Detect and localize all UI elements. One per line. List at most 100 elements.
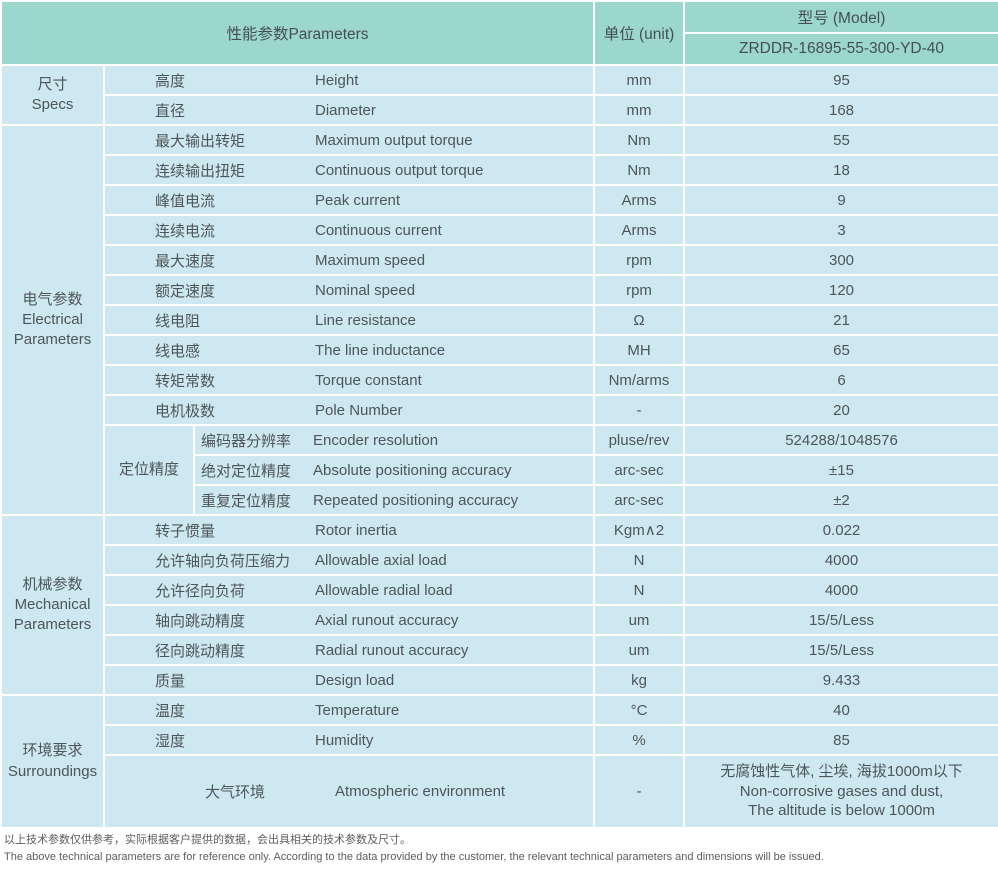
- value-cell: 300: [683, 244, 998, 276]
- group-surroundings-en: Surroundings: [7, 762, 98, 780]
- table-row: 尺寸 Specs 高度 Height mm 95: [0, 64, 998, 126]
- label-zh: 线电阻: [155, 312, 201, 330]
- label-zh: 电机极数: [155, 402, 216, 420]
- unit-cell: rpm: [593, 274, 685, 306]
- table-row: 转矩常数 Torque constant Nm/arms 6: [1, 364, 998, 396]
- value-cell: ±15: [683, 454, 998, 486]
- label-pole-number: 电机极数 Pole Number: [103, 394, 595, 426]
- group-specs-en: Specs: [31, 96, 74, 113]
- label-zh: 质量: [155, 672, 186, 690]
- label-line-resistance: 线电阻 Line resistance: [103, 304, 595, 336]
- label-encoder-resolution: 编码器分辨率 Encoder resolution: [193, 424, 595, 456]
- table-row: 直径 Diameter mm 168: [1, 94, 998, 126]
- value-cell: 6: [683, 364, 998, 396]
- label-en: Continuous current: [315, 221, 442, 239]
- value-cell: 40: [683, 694, 998, 726]
- unit-cell: %: [593, 724, 685, 756]
- value-cell: 3: [683, 214, 998, 246]
- label-en: Design load: [315, 671, 395, 689]
- label-en: Diameter: [315, 101, 376, 119]
- table-row: 湿度 Humidity % 85: [1, 724, 998, 756]
- group-surroundings-zh: 环境要求: [22, 742, 83, 760]
- model-header: 型号 (Model): [683, 0, 998, 34]
- unit-cell: Arms: [593, 184, 685, 216]
- label-en: Height: [315, 71, 359, 89]
- group-mechanical: 机械参数 Mechanical Parameters: [0, 514, 105, 696]
- value-cell: 95: [683, 64, 998, 96]
- model-value: ZRDDR-16895-55-300-YD-40: [683, 32, 998, 66]
- value-cell: 20: [683, 394, 998, 426]
- group-specs: 尺寸 Specs: [0, 64, 105, 126]
- label-zh: 峰值电流: [155, 192, 216, 210]
- value-cell-atmospheric: 无腐蚀性气体, 尘埃, 海拔1000m以下 Non-corrosive gase…: [683, 754, 998, 829]
- unit-cell: -: [593, 394, 685, 426]
- unit-cell: Arms: [593, 214, 685, 246]
- label-rotor-inertia: 转子惯量 Rotor inertia: [103, 514, 595, 546]
- label-zh: 轴向跳动精度: [155, 612, 246, 630]
- label-temperature: 温度 Temperature: [103, 694, 595, 726]
- unit-cell: Nm: [593, 124, 685, 156]
- label-repeated-accuracy: 重复定位精度 Repeated positioning accuracy: [193, 484, 595, 516]
- label-zh: 最大速度: [155, 252, 216, 270]
- spec-table: 性能参数Parameters 单位 (unit) 型号 (Model) ZRDD…: [0, 0, 998, 829]
- label-zh: 直径: [155, 102, 186, 120]
- table-row: 机械参数 Mechanical Parameters 转子惯量 Rotor ine…: [0, 514, 998, 696]
- label-cont-current: 连续电流 Continuous current: [103, 214, 595, 246]
- unit-cell: rpm: [593, 244, 685, 276]
- label-zh: 温度: [155, 702, 186, 720]
- group-positioning: 定位精度: [103, 424, 195, 516]
- value-cell: ±2: [683, 484, 998, 516]
- value-cell: 15/5/Less: [683, 634, 998, 666]
- label-en: Continuous output torque: [315, 161, 484, 179]
- label-radial-load: 允许径向负荷 Allowable radial load: [103, 574, 595, 606]
- table-row: 大气环境 Atmospheric environment - 无腐蚀性气体, 尘埃…: [1, 754, 998, 829]
- unit-cell: mm: [593, 64, 685, 96]
- atmospheric-value-line3: The altitude is below 1000m: [748, 802, 935, 820]
- table-row: 允许径向负荷 Allowable radial load N 4000: [1, 574, 998, 606]
- label-zh: 径向跳动精度: [155, 642, 246, 660]
- group-electrical-en: Electrical Parameters: [13, 310, 92, 349]
- label-en: Pole Number: [315, 401, 403, 419]
- header-row-1: 性能参数Parameters 单位 (unit) 型号 (Model): [0, 0, 998, 66]
- unit-cell: Nm: [593, 154, 685, 186]
- value-cell: 85: [683, 724, 998, 756]
- label-en: Allowable axial load: [315, 551, 447, 569]
- label-en: Axial runout accuracy: [315, 611, 459, 629]
- footer-note-zh: 以上技术参数仅供参考，实际根据客户提供的数据，会出具相关的技术参数及尺寸。: [4, 834, 411, 846]
- label-zh: 转子惯量: [155, 522, 216, 540]
- table-row: 线电阻 Line resistance Ω 21: [1, 304, 998, 336]
- label-en: Torque constant: [315, 371, 422, 389]
- label-zh: 编码器分辨率: [201, 432, 292, 450]
- label-zh: 最大输出转矩: [155, 132, 246, 150]
- label-en: Rotor inertia: [315, 521, 397, 539]
- table-row: 环境要求 Surroundings 温度 Temperature °C 40: [0, 694, 998, 829]
- table-row: 连续输出扭矩 Continuous output torque Nm 18: [1, 154, 998, 186]
- unit-cell: Kgm∧2: [593, 514, 685, 546]
- table-row: 定位精度 编码器分辨率 Encoder resolution pluse/rev …: [1, 424, 998, 516]
- table-row: 最大速度 Maximum speed rpm 300: [1, 244, 998, 276]
- table-row: 绝对定位精度 Absolute positioning accuracy arc-…: [1, 454, 998, 486]
- label-en: Maximum output torque: [315, 131, 473, 149]
- label-zh: 湿度: [155, 732, 186, 750]
- table-row: 质量 Design load kg 9.433: [1, 664, 998, 696]
- label-max-speed: 最大速度 Maximum speed: [103, 244, 595, 276]
- value-cell: 15/5/Less: [683, 604, 998, 636]
- unit-cell: um: [593, 604, 685, 636]
- label-en: Maximum speed: [315, 251, 426, 269]
- group-mechanical-zh: 机械参数: [22, 575, 83, 593]
- label-en: Repeated positioning accuracy: [313, 491, 519, 509]
- label-zh: 重复定位精度: [201, 492, 292, 510]
- unit-cell: mm: [593, 94, 685, 126]
- table-row: 重复定位精度 Repeated positioning accuracy arc-…: [1, 484, 998, 516]
- group-electrical-zh: 电气参数: [22, 290, 83, 308]
- group-electrical: 电气参数 Electrical Parameters: [0, 124, 105, 516]
- label-en: The line inductance: [315, 341, 446, 359]
- value-cell: 0.022: [683, 514, 998, 546]
- atmospheric-value-line2: Non-corrosive gases and dust,: [739, 782, 944, 800]
- label-absolute-accuracy: 绝对定位精度 Absolute positioning accuracy: [193, 454, 595, 486]
- label-axial-load: 允许轴向负荷压缩力 Allowable axial load: [103, 544, 595, 576]
- table-row: 电气参数 Electrical Parameters 最大输出转矩 Maximum…: [0, 124, 998, 516]
- label-zh: 高度: [155, 72, 186, 90]
- value-cell: 4000: [683, 574, 998, 606]
- label-height: 高度 Height: [103, 64, 595, 96]
